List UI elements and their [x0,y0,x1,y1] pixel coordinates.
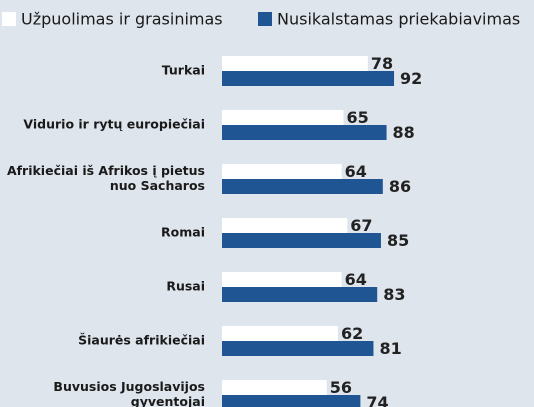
category-label: nuo Sacharos [110,178,205,193]
value-label: 56 [330,378,352,397]
bar [222,71,395,86]
value-label: 81 [379,339,401,358]
bar [222,164,342,179]
legend-swatch [258,12,272,26]
category-label: Buvusios Jugoslavijos [53,379,205,394]
bar [222,125,387,140]
category-label: gyventojai [131,394,205,407]
value-label: 86 [389,177,411,196]
bar [222,233,381,248]
category-label: Afrikiečiai iš Afrikos į pietus [7,163,205,178]
bar [222,326,338,341]
category-label: Turkai [162,63,205,78]
value-label: 74 [366,393,388,407]
value-label: 83 [383,285,405,304]
legend-label: Nusikalstamas priekabiavimas [277,10,520,29]
bar [222,287,378,302]
value-label: 64 [345,270,367,289]
category-label: Rusai [166,279,205,294]
value-label: 67 [350,216,372,235]
legend-swatch [2,12,16,26]
bar [222,272,342,287]
bar [222,110,344,125]
bar [222,56,368,71]
value-label: 92 [400,69,422,88]
legend-label: Užpuolimas ir grasinimas [21,10,223,29]
bar [222,218,348,233]
value-label: 62 [341,324,363,343]
value-label: 64 [345,162,367,181]
category-label: Vidurio ir rytų europiečiai [23,117,205,132]
category-label: Šiaurės afrikiečiai [78,333,205,348]
bar [222,395,361,407]
value-label: 65 [347,108,369,127]
value-label: 78 [371,54,393,73]
bar [222,341,374,356]
category-label: Romai [161,225,205,240]
bar [222,179,383,194]
value-label: 85 [387,231,409,250]
value-label: 88 [393,123,415,142]
bar [222,380,327,395]
